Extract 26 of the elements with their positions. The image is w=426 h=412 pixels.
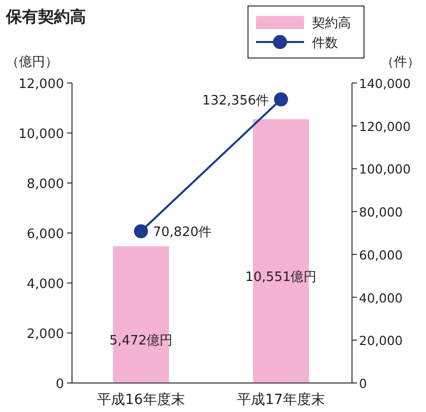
y2-tick-label: 100,000 bbox=[359, 162, 411, 177]
y2-axis-title: （件） bbox=[381, 55, 420, 70]
y-tick-label: 8,000 bbox=[26, 177, 64, 192]
y-tick-label: 10,000 bbox=[18, 127, 64, 142]
data-label: 70,820件 bbox=[153, 225, 212, 240]
y-tick-label: 2,000 bbox=[26, 327, 64, 342]
y-tick-label: 4,000 bbox=[26, 277, 64, 292]
y2-tick-label: 20,000 bbox=[359, 333, 403, 348]
data-label: 132,356件 bbox=[202, 93, 269, 108]
y2-tick-label: 60,000 bbox=[359, 247, 403, 262]
y2-tick-label: 140,000 bbox=[359, 76, 411, 91]
y2-tick-label: 0 bbox=[359, 376, 367, 391]
y-tick-label: 12,000 bbox=[18, 77, 64, 92]
data-label: 10,551億円 bbox=[245, 270, 317, 286]
legend-label: 件数 bbox=[312, 36, 338, 51]
y2-tick-label: 80,000 bbox=[359, 204, 403, 220]
legend-label: 契約高 bbox=[312, 15, 351, 31]
chart-title: 保有契約高 bbox=[5, 7, 86, 26]
x-tick-label: 平成16年度末 bbox=[97, 392, 185, 408]
y-axis-title: （億円） bbox=[6, 55, 58, 70]
data-label: 5,472億円 bbox=[109, 334, 173, 349]
y2-tick-label: 120,000 bbox=[359, 118, 411, 134]
y-tick-label: 6,000 bbox=[26, 227, 64, 242]
y2-tick-label: 40,000 bbox=[359, 290, 403, 306]
y-tick-label: 0 bbox=[56, 377, 64, 392]
x-tick-label: 平成17年度末 bbox=[237, 392, 325, 408]
